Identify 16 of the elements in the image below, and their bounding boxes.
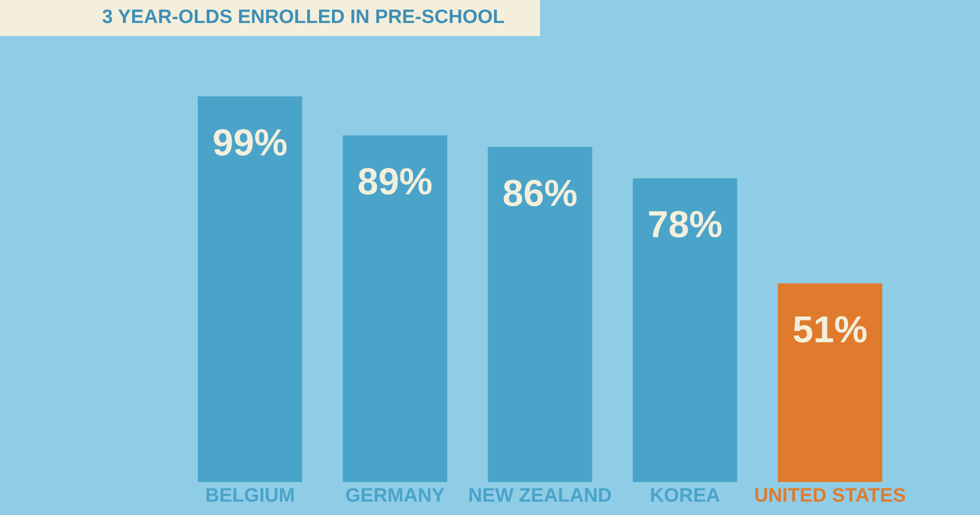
data-label: 89%: [358, 168, 432, 195]
x-tick-label: UNITED STATES: [755, 488, 906, 502]
x-tick-label: KOREA: [651, 488, 720, 502]
x-tick-label: BELGIUM: [206, 488, 294, 502]
bar: [342, 135, 448, 482]
x-tick-label: GERMANY: [346, 488, 444, 502]
bar: [778, 283, 882, 482]
data-label: 78%: [649, 210, 722, 238]
data-label: 86%: [504, 180, 577, 206]
data-label: 51%: [794, 316, 867, 343]
chart-title: 3 YEAR-OLDS ENROLLED IN PRE-SCHOOL: [102, 9, 504, 24]
bar: [488, 147, 592, 482]
bar: [198, 96, 302, 482]
bar: [632, 178, 738, 482]
data-label: 99%: [214, 129, 287, 156]
x-tick-label: NEW ZEALAND: [469, 488, 612, 502]
